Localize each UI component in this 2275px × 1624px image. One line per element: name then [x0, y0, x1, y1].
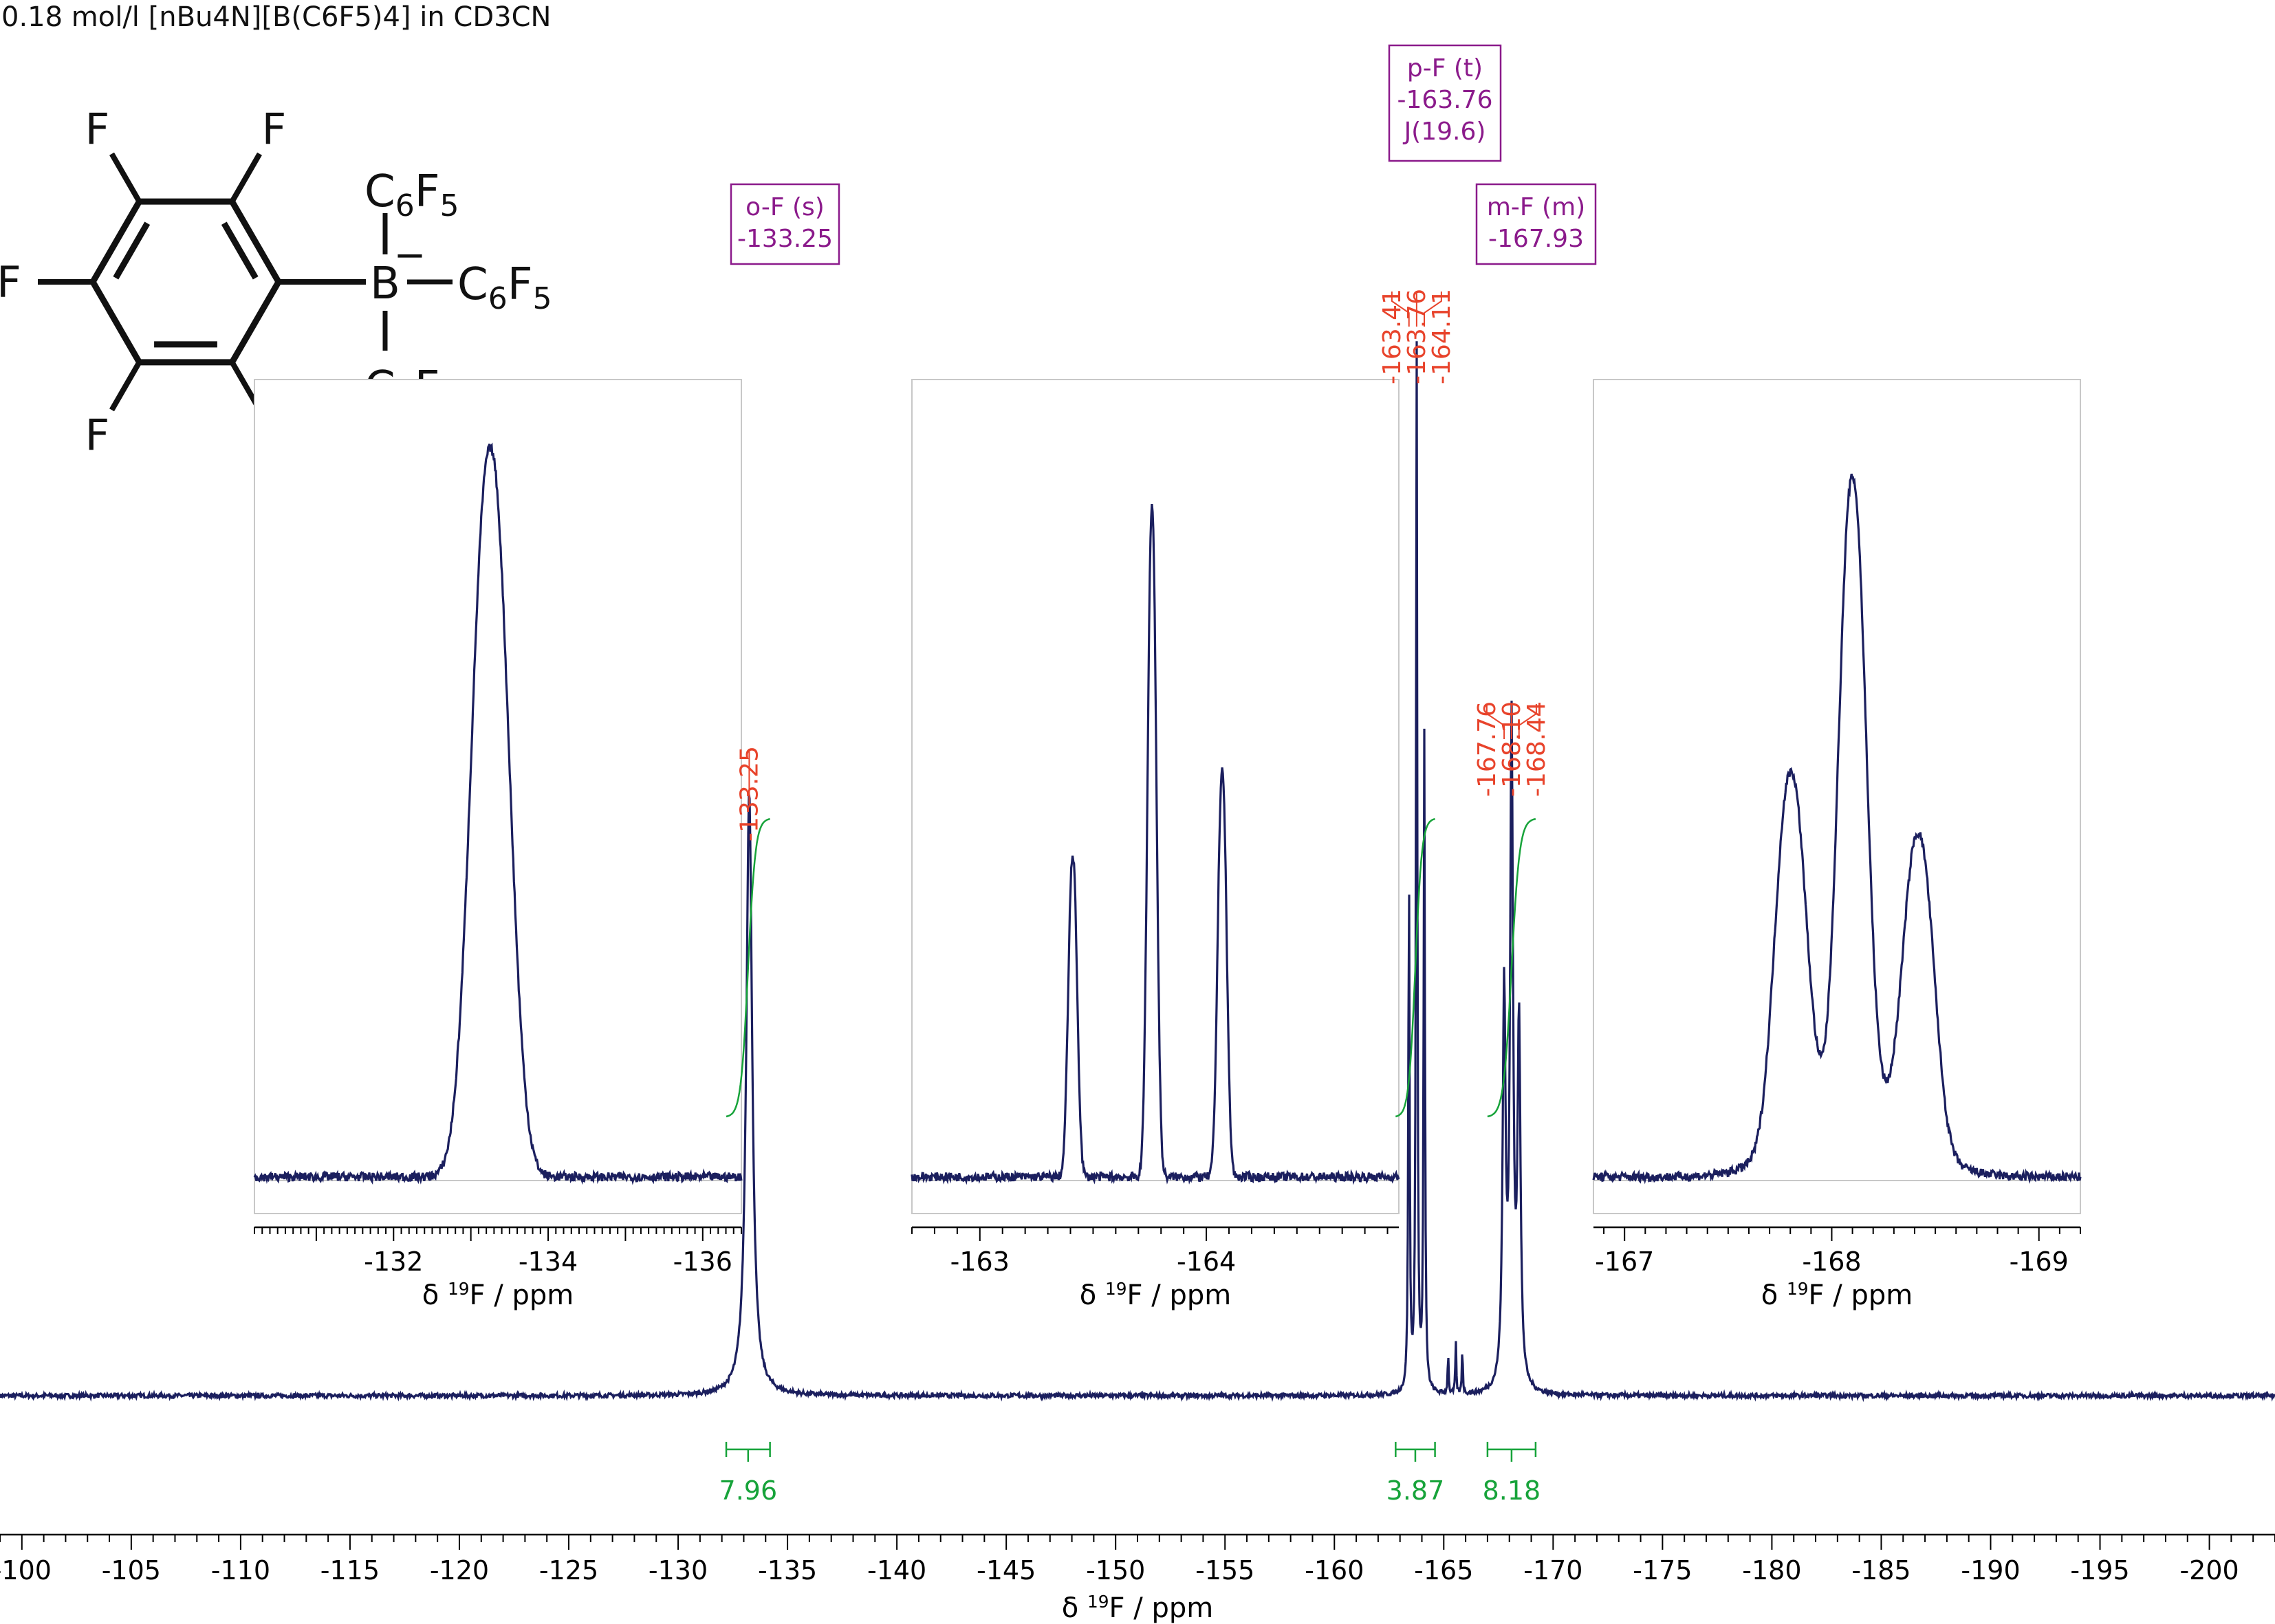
inset-trace [253, 442, 743, 1185]
fluorine-label: F [0, 257, 21, 307]
substituent-label: C6F5 [457, 259, 552, 316]
annotations: o-F (s) -133.25 p-F (t) -163.76 J(19.6) m-F (… [730, 44, 1597, 265]
inset-axis-label: δ 19F / ppm [1080, 1279, 1231, 1312]
benzene-ring [89, 198, 282, 366]
x-tick-label: -145 [977, 1555, 1036, 1585]
inset-tick-label: -132 [364, 1247, 423, 1277]
integral-bracket [1395, 1442, 1436, 1462]
annotation-text: J(19.6) [1403, 118, 1486, 146]
peak-label-leader [1485, 704, 1505, 739]
x-tick-label: -190 [1961, 1555, 2020, 1585]
x-tick-label: -105 [102, 1555, 161, 1585]
x-tick-label: -200 [2179, 1555, 2239, 1585]
x-tick-label: -100 [0, 1555, 52, 1585]
peak-label-leader [1391, 292, 1410, 327]
x-tick-label: -175 [1633, 1555, 1692, 1585]
x-tick-label: -155 [1195, 1555, 1254, 1585]
c-f-bond [109, 152, 142, 204]
x-tick-label: -120 [430, 1555, 489, 1585]
inset-tick-label: -168 [1802, 1247, 1861, 1277]
fluorine-label: F [85, 104, 110, 154]
chart-title: 0.18 mol/l [nBu4N][B(C6F5)4] in CD3CN [1, 1, 552, 33]
inset-tick-label: -134 [519, 1247, 578, 1277]
peak-label: -167.76 [1473, 701, 1501, 797]
annotation-text: -133.25 [737, 225, 833, 253]
peak-label-leader [1424, 292, 1442, 327]
inset-axis-label: δ 19F / ppm [1761, 1279, 1913, 1312]
x-tick-label: -160 [1305, 1555, 1364, 1585]
main-spectrum [0, 341, 2275, 1403]
inset-tick-label: -163 [950, 1247, 1010, 1277]
boron-label: B [370, 259, 400, 309]
annotation-box [1388, 44, 1502, 162]
integral-curve [1395, 818, 1435, 1118]
c-f-bond [230, 152, 262, 204]
c-f-bond [109, 360, 142, 412]
x-tick-label: -170 [1523, 1555, 1582, 1585]
integral-curve [726, 818, 770, 1118]
fluorine-label: F [262, 104, 287, 154]
x-tick-label: -130 [649, 1555, 708, 1585]
x-tick-label: -110 [211, 1555, 270, 1585]
integral-bracket [725, 1442, 771, 1462]
inset-tick-label: -167 [1595, 1247, 1654, 1277]
inset-trace [1592, 473, 2082, 1185]
annotation-text: p-F (t) [1407, 54, 1483, 83]
x-tick-label: -180 [1742, 1555, 1801, 1585]
x-tick-label: -150 [1086, 1555, 1145, 1585]
inset-tick-label: -136 [673, 1247, 732, 1277]
integral-value: 7.96 [719, 1475, 778, 1506]
inset-tick-label: -169 [2010, 1247, 2069, 1277]
x-tick-label: -135 [758, 1555, 817, 1585]
x-tick-label: -195 [2070, 1555, 2129, 1585]
x-tick-label: -165 [1414, 1555, 1473, 1585]
x-tick-label: -185 [1851, 1555, 1911, 1585]
x-tick-label: -115 [320, 1555, 380, 1585]
x-tick-label: -140 [867, 1555, 926, 1585]
annotation-text: -163.76 [1397, 86, 1493, 114]
peak-label: -164.11 [1428, 289, 1456, 384]
fluorine-label: F [85, 410, 110, 461]
inset-axis-label: δ 19F / ppm [422, 1279, 574, 1312]
inset-frame [911, 379, 1400, 1214]
annotation-box [1475, 183, 1597, 265]
integral-value: 3.87 [1386, 1475, 1445, 1506]
integrals: 7.96 3.87 8.18 [719, 818, 1541, 1506]
substituent-label: C6F5 [364, 166, 459, 223]
double-bond [221, 221, 259, 280]
integral-value: 8.18 [1483, 1475, 1541, 1506]
peak-label-leader [1518, 704, 1537, 739]
annotation-text: o-F (s) [745, 193, 825, 221]
spectrum-trace [0, 341, 2275, 1403]
annotation-text: -167.93 [1488, 225, 1584, 253]
annotation-box [730, 183, 840, 265]
peak-labels: -133.25-163.41-163.76-164.11-167.76-168.… [735, 289, 1550, 842]
x-tick-label: -125 [539, 1555, 598, 1585]
peak-label: -168.44 [1523, 701, 1551, 797]
double-bond [113, 221, 151, 280]
integral-bracket [1486, 1442, 1537, 1462]
x-axis-label: δ 19F / ppm [1062, 1592, 1213, 1624]
inset-trace [911, 503, 1400, 1185]
charge-label: − [394, 233, 426, 278]
annotation-text: m-F (m) [1487, 193, 1585, 221]
x-axis: -100 -105 -110 -115 -120 -125 -130 -135 -140 -145… [0, 1533, 2275, 1624]
peak-label: -163.41 [1378, 289, 1406, 384]
integral-curve [1487, 818, 1536, 1118]
inset-tick-label: -164 [1177, 1247, 1236, 1277]
